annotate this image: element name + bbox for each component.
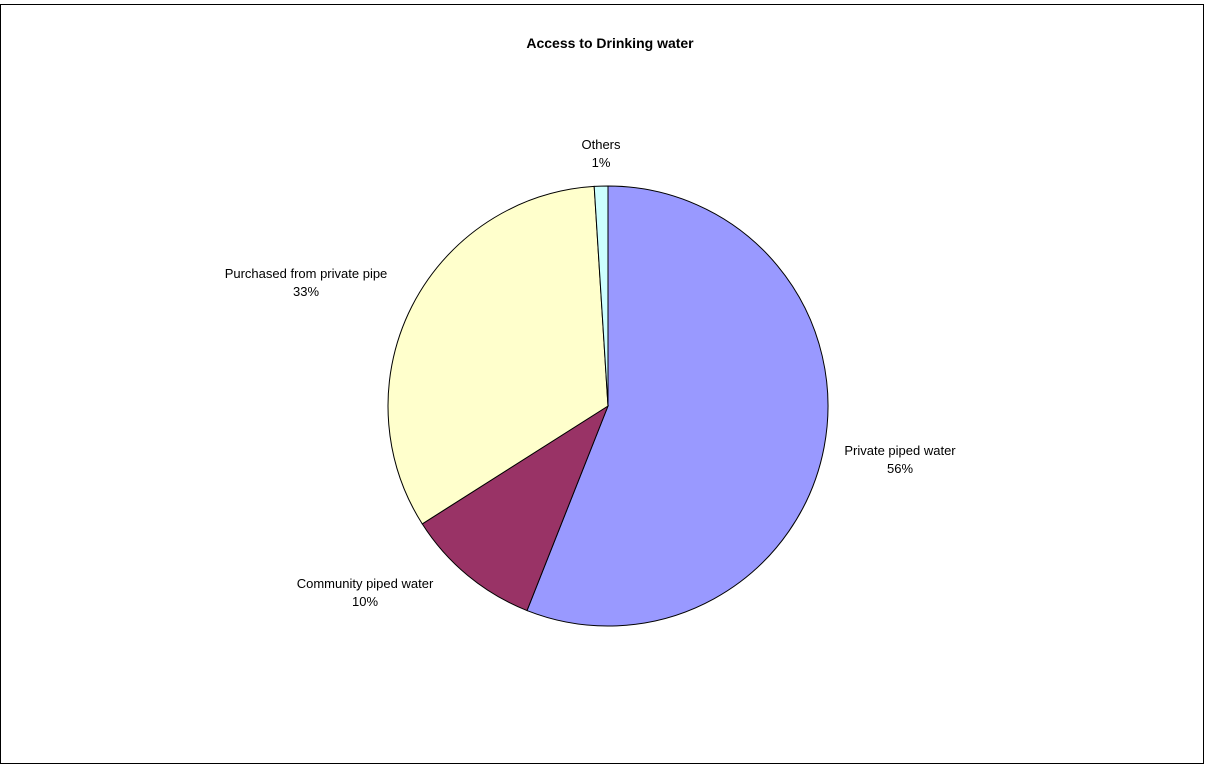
pie-slice-community-piped-water [421,404,610,612]
slice-name-label: Private piped water [844,443,956,458]
pie-slice-purchased-from-private-pipe [387,185,609,525]
pie-chart: Access to Drinking water Private piped w… [225,35,957,627]
pie-slices [387,185,829,627]
pie-slice-others [593,185,609,407]
slice-percent-label: 1% [592,155,611,170]
pie-labels: Private piped water 56% Community piped wa… [225,137,957,609]
slice-percent-label: 10% [352,594,378,609]
slice-percent-label: 33% [293,284,319,299]
slice-name-label: Purchased from private pipe [225,266,388,281]
chart-title: Access to Drinking water [526,35,694,51]
slice-percent-label: 56% [887,461,913,476]
slice-name-label: Community piped water [297,576,434,591]
slice-name-label: Others [581,137,621,152]
pie-slice-private-piped-water [526,185,829,627]
